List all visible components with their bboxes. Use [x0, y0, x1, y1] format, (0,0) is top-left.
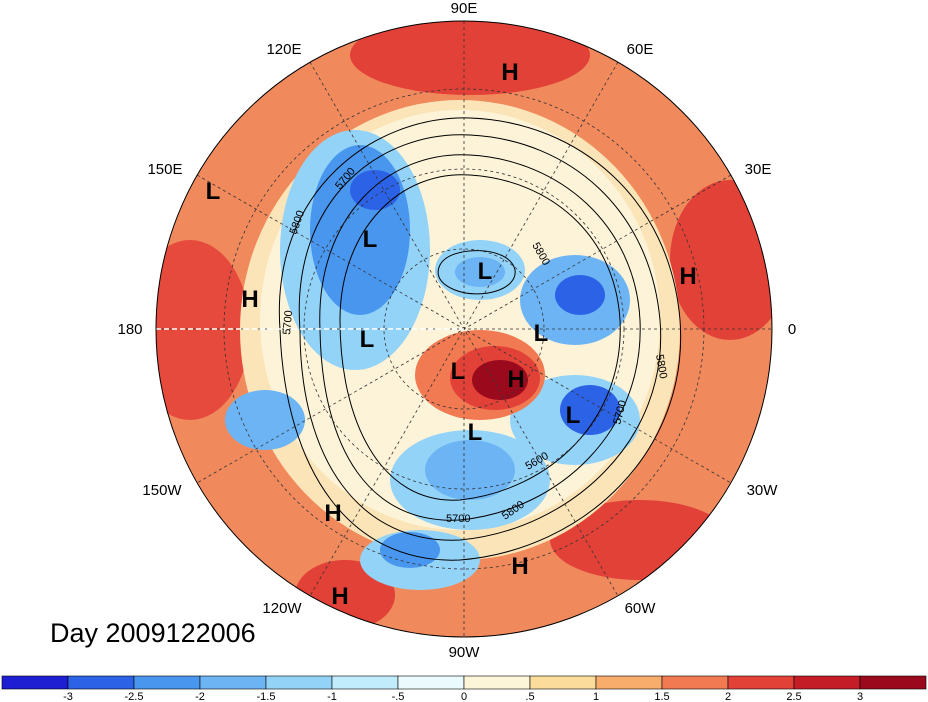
low-center-label: L	[534, 320, 549, 347]
contour-label: 5800	[653, 353, 669, 379]
low-center-label: L	[360, 326, 375, 353]
colorbar-tick-label: 2	[725, 691, 731, 702]
colorbar-tick-label: 2.5	[786, 691, 801, 702]
lon-30w-label: 30W	[747, 482, 779, 499]
high-center-label: H	[507, 366, 524, 393]
low-center-label: L	[468, 419, 483, 446]
high-center-label: H	[501, 59, 518, 86]
colorbar-tick-label: -2	[195, 691, 205, 702]
colorbar-swatch	[661, 675, 729, 690]
colorbar-tick-label: .5	[525, 691, 534, 702]
low-center-label: L	[451, 358, 466, 385]
lon-150e-label: 150E	[147, 161, 182, 178]
colorbar-swatch	[265, 675, 333, 690]
colorbar-tick-label: -1	[327, 691, 337, 702]
colorbar-swatch	[859, 675, 927, 690]
colorbar: -3 -2.5 -2 -1.5 -1 -.5 0 .5 1 1.5 2 2.5 3	[1, 675, 927, 702]
lon-180-label: 180	[117, 321, 142, 338]
low-center-label: L	[363, 226, 378, 253]
lon-60e-label: 60E	[627, 41, 654, 58]
colorbar-swatch	[727, 675, 795, 690]
colorbar-tick-label: 0	[461, 691, 467, 702]
colorbar-tick-label: -3	[63, 691, 73, 702]
height-contours	[278, 117, 682, 561]
high-center-label: H	[511, 553, 528, 580]
lon-120e-label: 120E	[266, 41, 301, 58]
colorbar-swatch	[331, 675, 399, 690]
colorbar-tick-label: 3	[857, 691, 863, 702]
anomaly-field	[156, 21, 772, 637]
pressure-centers: H H H H H H H L L L L L L L L	[206, 59, 697, 610]
lon-90e-label: 90E	[451, 0, 478, 17]
colorbar-swatch	[529, 675, 597, 690]
map-boundary	[155, 20, 773, 638]
colorbar-swatch	[1, 675, 69, 690]
lon-120w-label: 120W	[262, 600, 302, 617]
colorbar-swatch	[793, 675, 861, 690]
contour-label: 5700	[446, 513, 470, 525]
high-center-label: H	[679, 263, 696, 290]
lon-30e-label: 30E	[745, 161, 772, 178]
colorbar-tick-label: 1	[593, 691, 599, 702]
lon-60w-label: 60W	[625, 600, 657, 617]
colorbar-swatch	[463, 675, 531, 690]
colorbar-swatch	[199, 675, 267, 690]
longitude-labels: 90E 120E 60E 150E 30E 180 0 150W 30W 120…	[117, 0, 796, 661]
lon-150w-label: 150W	[142, 482, 182, 499]
high-center-label: H	[241, 286, 258, 313]
low-center-label: L	[478, 258, 493, 285]
colorbar-tick-label: -2.5	[125, 691, 144, 702]
colorbar-swatch	[595, 675, 663, 690]
colorbar-swatch	[133, 675, 201, 690]
lon-90w-label: 90W	[449, 644, 481, 661]
low-center-label: L	[566, 402, 581, 429]
lon-0-label: 0	[788, 321, 796, 338]
colorbar-tick-label: -1.5	[257, 691, 276, 702]
high-center-label: H	[324, 500, 341, 527]
colorbar-tick-label: -.5	[392, 691, 405, 702]
low-center-label: L	[206, 178, 221, 205]
colorbar-swatch	[67, 675, 135, 690]
contour-label: 5700	[281, 310, 295, 335]
colorbar-tick-label: 1.5	[654, 691, 669, 702]
date-label: Day 2009122006	[50, 618, 256, 648]
colorbar-swatch	[397, 675, 465, 690]
high-center-label: H	[331, 583, 348, 610]
